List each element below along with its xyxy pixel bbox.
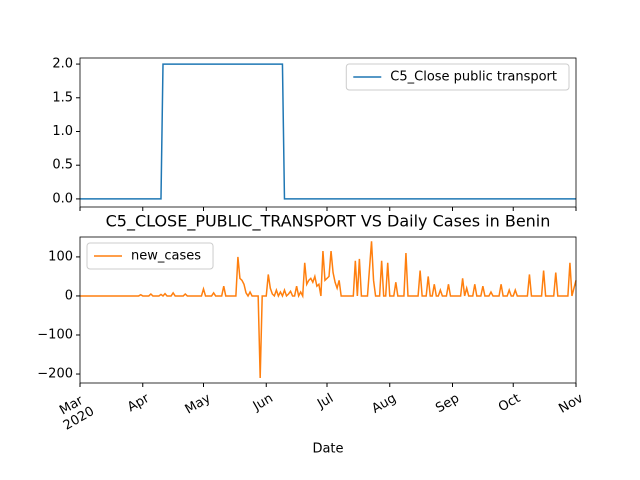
y-tick-label: 2.0 <box>52 57 73 72</box>
y-tick-label: 1.0 <box>52 124 73 139</box>
chart-title: C5_CLOSE_PUBLIC_TRANSPORT VS Daily Cases… <box>106 212 551 232</box>
axes-frame <box>79 57 577 208</box>
legend-label: C5_Close public transport <box>390 70 557 85</box>
y-tick-label: −200 <box>37 367 73 382</box>
y-tick-label: 1.5 <box>52 90 73 105</box>
y-tick-label: 100 <box>48 249 73 264</box>
y-tick-label: 0.0 <box>52 191 73 206</box>
data-line <box>80 63 576 200</box>
y-tick-label: 0.5 <box>52 158 73 173</box>
axes-frame <box>79 236 577 384</box>
y-tick-label: 0 <box>65 288 73 303</box>
legend-box <box>345 63 570 91</box>
y-tick-label: −100 <box>37 327 73 342</box>
data-line <box>80 241 577 378</box>
legend-box <box>86 242 214 270</box>
legend-label: new_cases <box>131 249 201 264</box>
x-axis-label: Date <box>312 442 343 457</box>
